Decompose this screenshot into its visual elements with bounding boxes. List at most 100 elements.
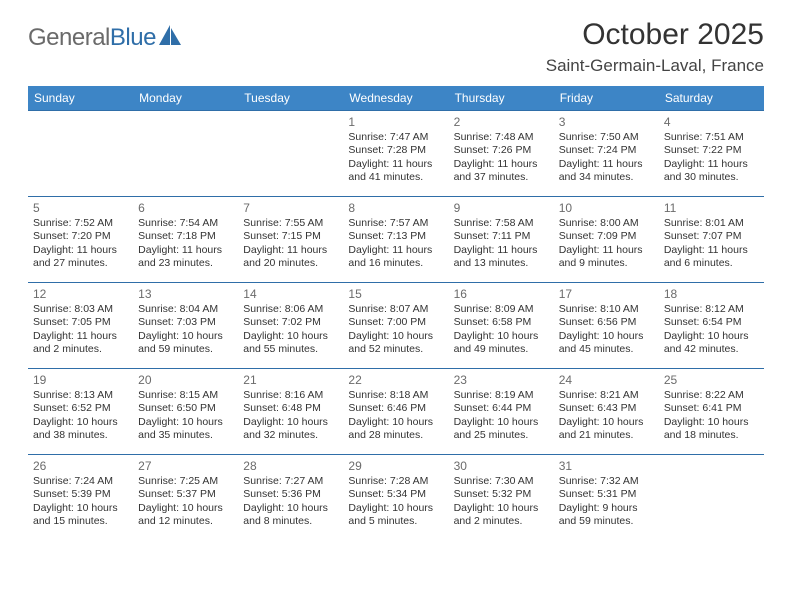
- day-number: 3: [559, 115, 654, 129]
- day-detail: Sunrise: 8:09 AMSunset: 6:58 PMDaylight:…: [454, 303, 549, 357]
- day-number: 2: [454, 115, 549, 129]
- day-detail: Sunrise: 7:54 AMSunset: 7:18 PMDaylight:…: [138, 217, 233, 271]
- logo-text: GeneralBlue: [28, 24, 156, 52]
- sail-icon: [159, 25, 181, 45]
- day-number: 25: [664, 373, 759, 387]
- day-number: 1: [348, 115, 443, 129]
- day-number: 7: [243, 201, 338, 215]
- day-number: 8: [348, 201, 443, 215]
- week-row: 19Sunrise: 8:13 AMSunset: 6:52 PMDayligh…: [28, 369, 764, 455]
- day-number: 4: [664, 115, 759, 129]
- day-cell: 29 Sunrise: 7:28 AMSunset: 5:34 PMDayligh…: [343, 455, 448, 541]
- day-detail: Sunrise: 8:15 AMSunset: 6:50 PMDaylight:…: [138, 389, 233, 443]
- day-detail: Sunrise: 8:21 AMSunset: 6:43 PMDaylight:…: [559, 389, 654, 443]
- day-number: 28: [243, 459, 338, 473]
- page-title: October 2025: [546, 18, 764, 52]
- day-number: 15: [348, 287, 443, 301]
- location: Saint-Germain-Laval, France: [546, 56, 764, 76]
- day-number: 22: [348, 373, 443, 387]
- day-detail: Sunrise: 7:27 AMSunset: 5:36 PMDaylight:…: [243, 475, 338, 529]
- day-number: 29: [348, 459, 443, 473]
- day-number: 6: [138, 201, 233, 215]
- day-detail: Sunrise: 7:25 AMSunset: 5:37 PMDaylight:…: [138, 475, 233, 529]
- day-cell: 31Sunrise: 7:32 AMSunset: 5:31 PMDayligh…: [554, 455, 659, 541]
- day-cell: 3 Sunrise: 7:50 AMSunset: 7:24 PMDaylight…: [554, 111, 659, 197]
- day-number: 17: [559, 287, 654, 301]
- dow-friday: Friday: [554, 86, 659, 111]
- day-number: 5: [33, 201, 128, 215]
- day-cell: 10Sunrise: 8:00 AMSunset: 7:09 PMDayligh…: [554, 197, 659, 283]
- day-detail: Sunrise: 8:06 AMSunset: 7:02 PMDaylight:…: [243, 303, 338, 357]
- day-number: 31: [559, 459, 654, 473]
- day-number: 14: [243, 287, 338, 301]
- dow-saturday: Saturday: [659, 86, 764, 111]
- day-number: 13: [138, 287, 233, 301]
- dow-thursday: Thursday: [449, 86, 554, 111]
- day-cell: 6 Sunrise: 7:54 AMSunset: 7:18 PMDaylight…: [133, 197, 238, 283]
- day-cell: 25 Sunrise: 8:22 AMSunset: 6:41 PMDayligh…: [659, 369, 764, 455]
- day-cell: 22 Sunrise: 8:18 AMSunset: 6:46 PMDayligh…: [343, 369, 448, 455]
- day-detail: Sunrise: 8:07 AMSunset: 7:00 PMDaylight:…: [348, 303, 443, 357]
- day-cell: 17 Sunrise: 8:10 AMSunset: 6:56 PMDayligh…: [554, 283, 659, 369]
- logo-text-part2: Blue: [110, 24, 156, 51]
- header: GeneralBlue October 2025 Saint-Germain-L…: [28, 18, 764, 76]
- day-detail: Sunrise: 8:18 AMSunset: 6:46 PMDaylight:…: [348, 389, 443, 443]
- day-detail: Sunrise: 7:55 AMSunset: 7:15 PMDaylight:…: [243, 217, 338, 271]
- dow-tuesday: Tuesday: [238, 86, 343, 111]
- dow-row: Sunday Monday Tuesday Wednesday Thursday…: [28, 86, 764, 111]
- day-cell: 26Sunrise: 7:24 AMSunset: 5:39 PMDayligh…: [28, 455, 133, 541]
- day-cell: 7 Sunrise: 7:55 AMSunset: 7:15 PMDaylight…: [238, 197, 343, 283]
- day-number: 18: [664, 287, 759, 301]
- day-detail: Sunrise: 7:52 AMSunset: 7:20 PMDaylight:…: [33, 217, 128, 271]
- day-detail: Sunrise: 7:50 AMSunset: 7:24 PMDaylight:…: [559, 131, 654, 185]
- day-cell: 27 Sunrise: 7:25 AMSunset: 5:37 PMDayligh…: [133, 455, 238, 541]
- day-detail: Sunrise: 8:10 AMSunset: 6:56 PMDaylight:…: [559, 303, 654, 357]
- day-number: 21: [243, 373, 338, 387]
- day-cell: 28 Sunrise: 7:27 AMSunset: 5:36 PMDayligh…: [238, 455, 343, 541]
- day-detail: Sunrise: 7:48 AMSunset: 7:26 PMDaylight:…: [454, 131, 549, 185]
- day-cell: 1 Sunrise: 7:47 AMSunset: 7:28 PMDaylight…: [343, 111, 448, 197]
- logo-text-part1: General: [28, 24, 110, 51]
- day-cell: [238, 111, 343, 197]
- day-detail: Sunrise: 8:13 AMSunset: 6:52 PMDaylight:…: [33, 389, 128, 443]
- day-detail: Sunrise: 7:28 AMSunset: 5:34 PMDaylight:…: [348, 475, 443, 529]
- day-detail: Sunrise: 8:03 AMSunset: 7:05 PMDaylight:…: [33, 303, 128, 357]
- week-row: 1 Sunrise: 7:47 AMSunset: 7:28 PMDaylight…: [28, 111, 764, 197]
- day-cell: 13 Sunrise: 8:04 AMSunset: 7:03 PMDayligh…: [133, 283, 238, 369]
- logo: GeneralBlue: [28, 24, 181, 52]
- day-detail: Sunrise: 7:24 AMSunset: 5:39 PMDaylight:…: [33, 475, 128, 529]
- day-number: 30: [454, 459, 549, 473]
- day-number: 20: [138, 373, 233, 387]
- day-cell: [28, 111, 133, 197]
- day-number: 12: [33, 287, 128, 301]
- day-cell: 12 Sunrise: 8:03 AMSunset: 7:05 PMDayligh…: [28, 283, 133, 369]
- day-cell: [133, 111, 238, 197]
- dow-wednesday: Wednesday: [343, 86, 448, 111]
- day-detail: Sunrise: 7:58 AMSunset: 7:11 PMDaylight:…: [454, 217, 549, 271]
- day-cell: 16 Sunrise: 8:09 AMSunset: 6:58 PMDayligh…: [449, 283, 554, 369]
- day-detail: Sunrise: 7:30 AMSunset: 5:32 PMDaylight:…: [454, 475, 549, 529]
- day-detail: Sunrise: 7:51 AMSunset: 7:22 PMDaylight:…: [664, 131, 759, 185]
- day-cell: 24Sunrise: 8:21 AMSunset: 6:43 PMDayligh…: [554, 369, 659, 455]
- day-detail: Sunrise: 8:22 AMSunset: 6:41 PMDaylight:…: [664, 389, 759, 443]
- day-cell: 9 Sunrise: 7:58 AMSunset: 7:11 PMDaylight…: [449, 197, 554, 283]
- day-number: 16: [454, 287, 549, 301]
- day-detail: Sunrise: 7:47 AMSunset: 7:28 PMDaylight:…: [348, 131, 443, 185]
- day-cell: 19Sunrise: 8:13 AMSunset: 6:52 PMDayligh…: [28, 369, 133, 455]
- day-number: 10: [559, 201, 654, 215]
- day-cell: 15 Sunrise: 8:07 AMSunset: 7:00 PMDayligh…: [343, 283, 448, 369]
- week-row: 26Sunrise: 7:24 AMSunset: 5:39 PMDayligh…: [28, 455, 764, 541]
- day-cell: 14 Sunrise: 8:06 AMSunset: 7:02 PMDayligh…: [238, 283, 343, 369]
- day-number: 11: [664, 201, 759, 215]
- day-number: 9: [454, 201, 549, 215]
- day-detail: Sunrise: 8:04 AMSunset: 7:03 PMDaylight:…: [138, 303, 233, 357]
- day-detail: Sunrise: 7:57 AMSunset: 7:13 PMDaylight:…: [348, 217, 443, 271]
- day-cell: 20 Sunrise: 8:15 AMSunset: 6:50 PMDayligh…: [133, 369, 238, 455]
- day-number: 23: [454, 373, 549, 387]
- day-detail: Sunrise: 8:12 AMSunset: 6:54 PMDaylight:…: [664, 303, 759, 357]
- day-cell: 30 Sunrise: 7:30 AMSunset: 5:32 PMDayligh…: [449, 455, 554, 541]
- day-cell: 21Sunrise: 8:16 AMSunset: 6:48 PMDayligh…: [238, 369, 343, 455]
- day-number: 27: [138, 459, 233, 473]
- title-block: October 2025 Saint-Germain-Laval, France: [546, 18, 764, 76]
- day-cell: 23Sunrise: 8:19 AMSunset: 6:44 PMDayligh…: [449, 369, 554, 455]
